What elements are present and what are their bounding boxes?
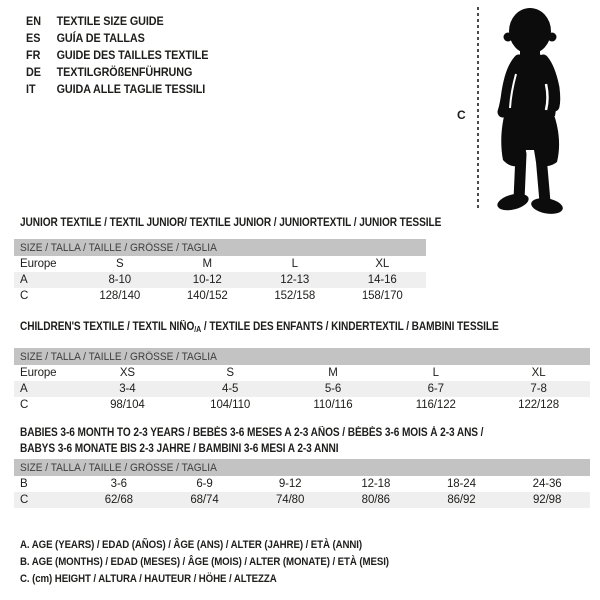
cell: L — [432, 367, 439, 379]
cell: 6-7 — [427, 383, 444, 395]
cell: 158/170 — [361, 290, 403, 302]
table-row: C 62/68 68/74 74/80 80/86 86/92 92/98 — [14, 492, 590, 508]
row-label: C — [20, 494, 29, 506]
height-measure-line — [477, 7, 479, 211]
cell: 12-13 — [280, 274, 310, 286]
baby-silhouette-icon — [497, 8, 563, 214]
row-label: A — [20, 383, 28, 395]
language-row-es: ES GUÍA DE TALLAS — [26, 29, 208, 46]
cell: 122/128 — [518, 399, 560, 411]
legend-line-c: C. (cm) HEIGHT / ALTURA / HAUTEUR / HÖHE… — [20, 573, 277, 586]
cell: 128/140 — [99, 290, 141, 302]
language-list: EN TEXTILE SIZE GUIDE ES GUÍA DE TALLAS … — [26, 12, 229, 98]
table-row: B 3-6 6-9 9-12 12-18 18-24 24-36 — [14, 476, 590, 492]
size-header-label: SIZE / TALLA / TAILLE / GRÖSSE / TAGLIA — [20, 461, 217, 474]
cell: 14-16 — [367, 274, 397, 286]
cell: 6-9 — [196, 478, 213, 490]
legend-line-b: B. AGE (MONTHS) / EDAD (MESES) / ÂGE (MO… — [20, 556, 389, 569]
cell: 9-12 — [278, 478, 302, 490]
cell: L — [291, 258, 298, 270]
cell: 152/158 — [274, 290, 316, 302]
language-code: FR — [26, 47, 41, 62]
language-label: GUÍA DE TALLAS — [56, 30, 145, 45]
cell: 92/98 — [533, 494, 562, 506]
cell: 24-36 — [532, 478, 562, 490]
junior-size-table: SIZE / TALLA / TAILLE / GRÖSSE / TAGLIA … — [14, 239, 426, 304]
table-row: C 128/140 140/152 152/158 158/170 — [14, 288, 426, 304]
cell: 7-8 — [530, 383, 547, 395]
cell: XS — [119, 367, 135, 379]
children-size-table: SIZE / TALLA / TAILLE / GRÖSSE / TAGLIA … — [14, 348, 590, 413]
children-section-title: CHILDREN'S TEXTILE / TEXTIL NIÑO/A / TEX… — [20, 321, 499, 334]
cell: 140/152 — [186, 290, 228, 302]
language-label: GUIDA ALLE TAGLIE TESSILI — [56, 82, 206, 97]
cell: 18-24 — [446, 478, 476, 490]
cell: 80/86 — [361, 494, 390, 506]
measurement-legend: A. AGE (YEARS) / EDAD (AÑOS) / ÂGE (ANS)… — [20, 539, 439, 591]
row-label: Europe — [20, 367, 57, 379]
junior-section-title: JUNIOR TEXTILE / TEXTIL JUNIOR/ TEXTILE … — [20, 217, 442, 229]
cell: 3-4 — [119, 383, 136, 395]
cell: 12-18 — [361, 478, 391, 490]
cell: 5-6 — [324, 383, 342, 395]
cell: 8-10 — [108, 274, 132, 286]
size-header-bar: SIZE / TALLA / TAILLE / GRÖSSE / TAGLIA — [14, 348, 590, 365]
cell: M — [328, 367, 338, 379]
cell: XL — [531, 367, 546, 379]
table-row: Europe XS S M L XL — [14, 365, 590, 381]
cell: 104/110 — [210, 399, 251, 411]
size-header-label: SIZE / TALLA / TAILLE / GRÖSSE / TAGLIA — [20, 350, 217, 363]
cell: M — [202, 258, 213, 270]
language-row-it: IT GUIDA ALLE TAGLIE TESSILI — [26, 81, 208, 98]
size-header-bar: SIZE / TALLA / TAILLE / GRÖSSE / TAGLIA — [14, 239, 426, 256]
cell: XL — [375, 258, 390, 270]
cell: 74/80 — [276, 494, 305, 506]
row-label: B — [20, 478, 28, 490]
children-title-text: CHILDREN'S TEXTILE / TEXTIL NIÑO — [20, 321, 195, 333]
language-code: EN — [26, 13, 42, 28]
table-row: A 8-10 10-12 12-13 14-16 — [14, 272, 426, 288]
row-label: Europe — [20, 258, 57, 270]
cell: 10-12 — [192, 274, 222, 286]
cell: 86/92 — [447, 494, 476, 506]
row-label: A — [20, 274, 28, 286]
cell: 110/116 — [313, 399, 353, 411]
row-label: C — [20, 399, 29, 411]
table-row: A 3-4 4-5 5-6 6-7 7-8 — [14, 381, 590, 397]
language-row-en: EN TEXTILE SIZE GUIDE — [26, 12, 208, 29]
babies-size-table: SIZE / TALLA / TAILLE / GRÖSSE / TAGLIA … — [14, 459, 590, 508]
cell: 116/122 — [415, 399, 456, 411]
cell: S — [226, 367, 234, 379]
cell: 3-6 — [110, 478, 127, 490]
table-row: C 98/104 104/110 110/116 116/122 122/128 — [14, 397, 590, 413]
cell: 68/74 — [190, 494, 219, 506]
language-code: IT — [26, 82, 36, 97]
table-row: Europe S M L XL — [14, 256, 426, 272]
language-row-de: DE TEXTILGRÖßENFÜHRUNG — [26, 64, 208, 81]
cell: 98/104 — [110, 399, 145, 411]
legend-line-a: A. AGE (YEARS) / EDAD (AÑOS) / ÂGE (ANS)… — [20, 539, 363, 551]
language-code: DE — [26, 65, 42, 80]
height-measure-label: C — [457, 108, 466, 122]
size-header-label: SIZE / TALLA / TAILLE / GRÖSSE / TAGLIA — [20, 241, 217, 254]
language-code: ES — [26, 30, 41, 45]
children-title-subscript: /A — [194, 325, 202, 334]
cell: 62/68 — [104, 494, 133, 506]
language-label: TEXTILGRÖßENFÜHRUNG — [56, 65, 193, 80]
cell: S — [115, 258, 124, 270]
cell: 4-5 — [222, 383, 239, 395]
babies-section-title-line2: BABYS 3-6 MONATE BIS 2-3 JAHRE / BAMBINI… — [20, 443, 339, 455]
row-label: C — [20, 290, 29, 302]
language-label: TEXTILE SIZE GUIDE — [56, 13, 164, 28]
babies-section-title-line1: BABIES 3-6 MONTH TO 2-3 YEARS / BEBÉS 3-… — [20, 427, 484, 439]
size-header-bar: SIZE / TALLA / TAILLE / GRÖSSE / TAGLIA — [14, 459, 590, 476]
language-label: GUIDE DES TAILLES TEXTILE — [56, 47, 209, 62]
children-title-text: / TEXTILE DES ENFANTS / KINDERTEXTIL / B… — [201, 321, 499, 333]
language-row-fr: FR GUIDE DES TAILLES TEXTILE — [26, 46, 208, 63]
